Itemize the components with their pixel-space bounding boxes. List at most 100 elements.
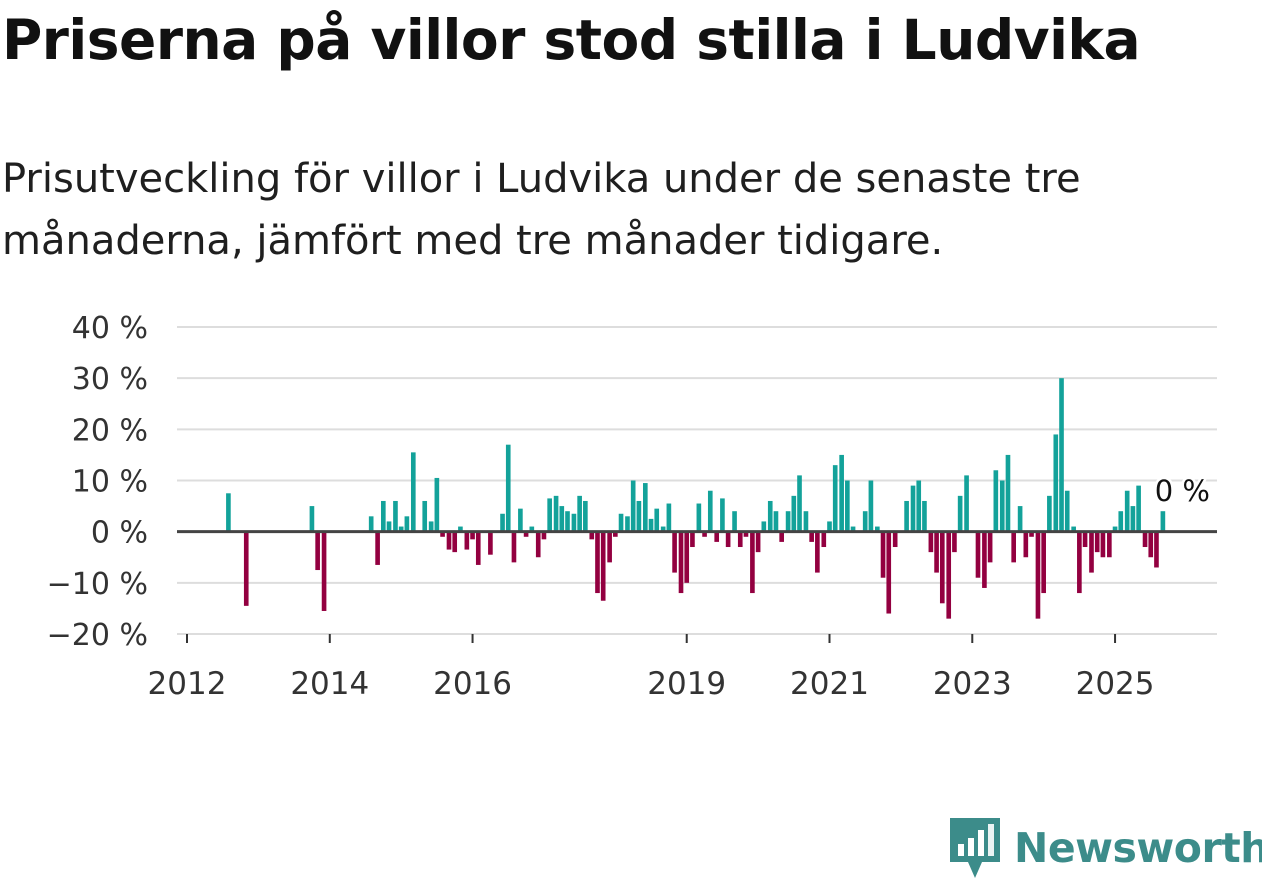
bar — [946, 531, 952, 619]
bar — [993, 470, 999, 532]
bar — [380, 500, 386, 532]
bar — [886, 531, 892, 614]
bar — [1071, 526, 1076, 532]
bar — [315, 531, 320, 571]
bar — [815, 531, 820, 573]
bar — [720, 498, 725, 532]
bar — [553, 495, 559, 532]
bar — [243, 531, 249, 606]
bar — [767, 500, 773, 532]
bar — [1142, 531, 1148, 548]
bar — [690, 531, 695, 548]
bar — [589, 531, 595, 540]
bar — [832, 465, 838, 532]
bar — [404, 516, 410, 532]
bar — [636, 500, 642, 532]
bar — [368, 516, 374, 532]
y-tick-label: 20 % — [72, 413, 148, 448]
annotation-label: 0 % — [1155, 474, 1210, 508]
bar — [910, 485, 916, 532]
newsworthy-icon — [950, 818, 1000, 878]
bar — [862, 511, 868, 532]
bar — [309, 506, 315, 532]
bar — [1118, 511, 1124, 532]
bar — [743, 531, 749, 537]
bar — [1124, 490, 1130, 532]
bar — [785, 511, 791, 532]
bar — [809, 531, 814, 542]
bar — [761, 521, 767, 532]
bar — [458, 526, 463, 532]
bar — [1011, 531, 1017, 563]
bar — [714, 531, 720, 542]
bar — [565, 511, 570, 532]
y-tick-label: −20 % — [47, 618, 148, 653]
bar — [982, 531, 987, 588]
bar — [452, 531, 458, 553]
x-axis-ticks: 2012 2014 2016 2019 2021 2023 2025 — [148, 634, 1155, 702]
bar — [618, 513, 624, 532]
bar — [571, 513, 577, 532]
bar — [702, 531, 707, 537]
bar — [1130, 506, 1136, 532]
bar — [880, 531, 886, 578]
bar — [470, 531, 475, 540]
bar — [613, 531, 618, 537]
x-tick-label: 2023 — [933, 666, 1012, 702]
bar — [939, 531, 945, 604]
bar — [226, 493, 231, 532]
bar — [904, 500, 909, 532]
bar — [821, 531, 827, 548]
bar — [440, 531, 445, 537]
bar — [475, 531, 481, 565]
bar — [755, 531, 761, 553]
bar — [875, 526, 880, 532]
bar — [827, 521, 832, 532]
gridlines — [177, 326, 1217, 635]
bar — [999, 480, 1005, 532]
chart-subtitle: Prisutveckling för villor i Ludvika unde… — [2, 156, 1081, 264]
y-tick-label: 40 % — [72, 311, 148, 346]
bar — [1059, 378, 1064, 532]
bar — [1047, 495, 1052, 532]
newsworthy-logo: Newsworthy — [950, 818, 1262, 878]
y-tick-label: 0 % — [91, 516, 148, 551]
bar — [577, 495, 582, 532]
bar — [803, 511, 809, 532]
bar-chart: 40 %30 %20 %10 %0 %−10 %−20 % 2012 2014 20… — [47, 311, 1217, 702]
bar — [398, 526, 404, 532]
bar — [523, 531, 529, 537]
bar — [446, 531, 452, 550]
bar — [393, 500, 398, 532]
bar — [535, 531, 541, 558]
bar — [654, 508, 660, 532]
bar — [737, 531, 743, 548]
x-tick-label: 2014 — [290, 666, 369, 702]
bar — [511, 531, 517, 563]
bar — [1136, 485, 1141, 532]
brand-name: Newsworthy — [1014, 824, 1262, 872]
x-tick-label: 2012 — [148, 666, 227, 702]
bar — [505, 444, 511, 532]
bar — [666, 503, 672, 532]
bar — [1160, 511, 1166, 532]
bar — [488, 531, 493, 555]
bar — [1094, 531, 1100, 553]
bar — [922, 500, 927, 532]
bar — [607, 531, 612, 563]
bar — [779, 531, 784, 542]
bar — [541, 531, 547, 540]
bar — [1017, 506, 1023, 532]
bar — [422, 500, 428, 532]
bar — [975, 531, 981, 578]
bar — [547, 498, 552, 532]
bar — [707, 490, 713, 532]
bar — [583, 500, 588, 532]
bar — [375, 531, 380, 565]
bar — [1064, 490, 1070, 532]
bar — [595, 531, 600, 594]
bar — [957, 495, 963, 532]
bar — [625, 516, 630, 532]
bar — [1089, 531, 1094, 573]
bar — [434, 477, 440, 532]
